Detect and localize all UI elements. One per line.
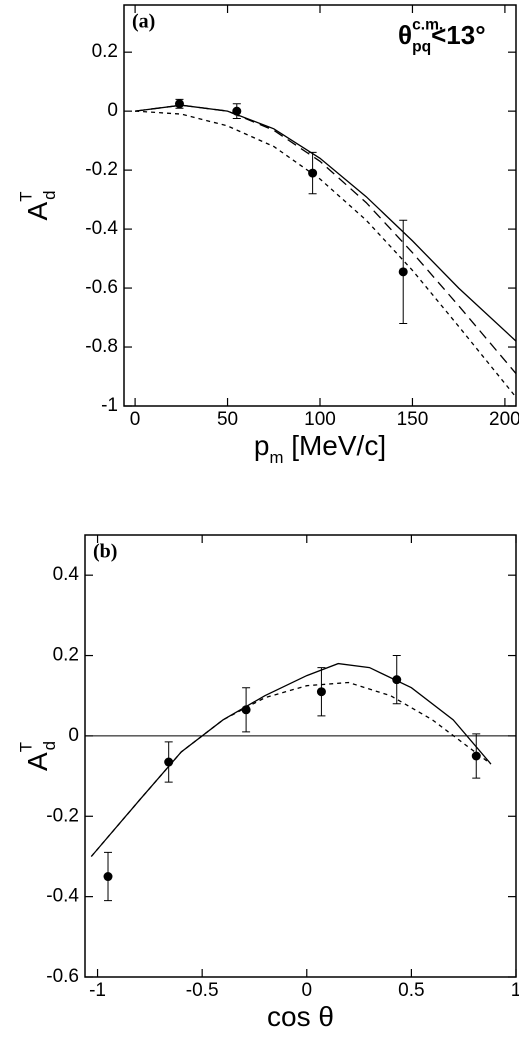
label-sub: pq: [412, 39, 431, 56]
y-tick-label: -0.4: [85, 218, 118, 239]
y-tick-label: -0.2: [85, 159, 118, 180]
data-point: [392, 675, 402, 685]
y-tick-label: -0.6: [46, 966, 79, 987]
label-sup: T: [17, 191, 36, 201]
y-tick-label: -1: [101, 395, 118, 416]
curve: [135, 110, 517, 398]
curve: [135, 104, 517, 375]
x-tick-label: -0.5: [186, 980, 219, 1001]
data-point: [316, 687, 326, 697]
label-sup: T: [17, 742, 36, 752]
label-sub: m: [269, 449, 283, 468]
plot-frame: [84, 534, 517, 978]
label-base: A: [22, 752, 53, 771]
y-tick-label: -0.8: [85, 336, 118, 357]
y-tick-label: 0: [68, 725, 79, 746]
axis-title: pm [MeV/c]: [254, 430, 386, 467]
axis-title: cos θ: [267, 1001, 334, 1032]
data-point: [103, 872, 113, 882]
data-point: [398, 267, 408, 277]
x-tick-label: -1: [89, 980, 106, 1001]
label-base: θ: [398, 20, 412, 50]
y-tick-label: 0.2: [53, 645, 79, 666]
plot-frame: [123, 4, 517, 407]
label-base: A: [22, 201, 53, 220]
x-tick-label: 50: [217, 409, 238, 430]
y-tick-label: 0: [107, 100, 118, 121]
y-tick-label: 0.2: [92, 41, 118, 62]
x-tick-label: 150: [397, 409, 429, 430]
y-tick-label: 0.4: [53, 564, 80, 585]
data-point: [164, 757, 174, 767]
y-tick-label: -0.2: [46, 805, 79, 826]
label-base: p: [254, 430, 270, 461]
x-tick-label: 0: [301, 980, 312, 1001]
label-rest: [MeV/c]: [283, 430, 386, 461]
x-tick-label: 100: [304, 409, 336, 430]
panel-label: (a): [132, 11, 155, 33]
label-base: cos θ: [267, 1001, 334, 1032]
x-tick-label: 0: [130, 409, 141, 430]
label-sub: d: [41, 741, 60, 750]
x-tick-label: 200: [489, 409, 519, 430]
label-rest: <13°: [431, 20, 486, 50]
axis-title: AT d: [17, 741, 60, 771]
y-tick-label: -0.4: [46, 886, 79, 907]
axis-title: θc.m. pq<13°: [398, 16, 486, 55]
y-tick-label: -0.6: [85, 277, 118, 298]
curve: [135, 104, 517, 342]
data-point: [241, 705, 251, 715]
curve: [90, 662, 492, 857]
curve: [90, 681, 492, 857]
panel-label: (b): [93, 541, 117, 563]
data-point: [232, 106, 242, 116]
data-point: [308, 168, 318, 178]
x-tick-label: 0.5: [398, 980, 424, 1001]
x-tick-label: 1: [511, 980, 519, 1001]
label-sup: c.m.: [412, 16, 443, 33]
data-point: [471, 751, 481, 761]
axis-title: AT d: [17, 191, 60, 221]
label-sub: d: [41, 191, 60, 200]
data-point: [174, 99, 184, 109]
